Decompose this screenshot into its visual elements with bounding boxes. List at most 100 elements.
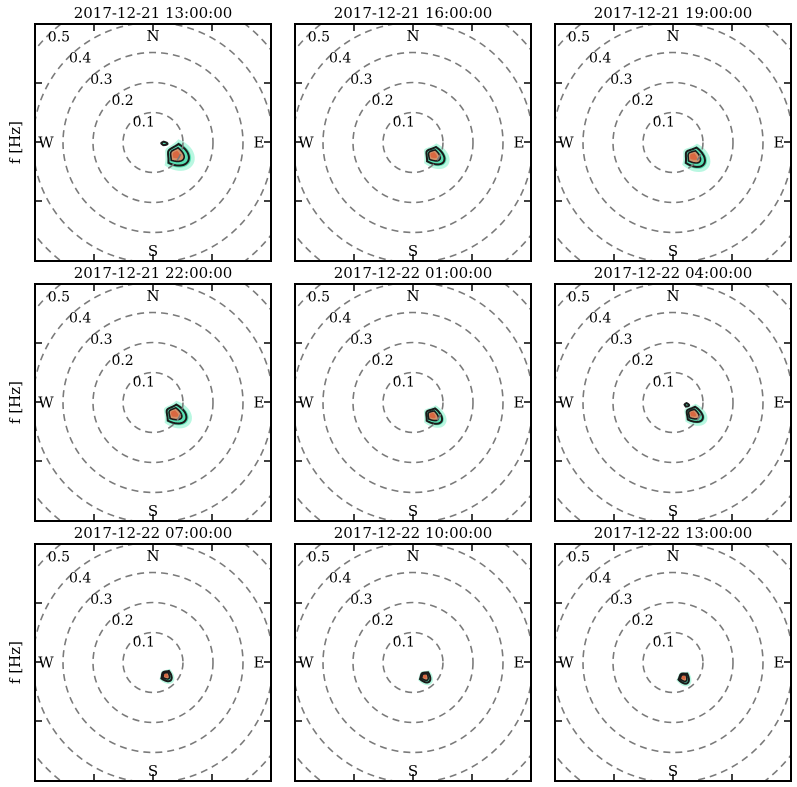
frequency-ring	[612, 81, 734, 204]
compass-west: W	[558, 134, 574, 152]
compass-west: W	[298, 134, 314, 152]
contour-line	[684, 146, 707, 168]
ring-label: 0.5	[48, 29, 70, 45]
ring-label: 0.4	[69, 311, 91, 327]
frequency-ring	[582, 51, 764, 234]
compass-east: E	[774, 134, 785, 152]
ring-label: 0.3	[350, 332, 372, 348]
compass-north: N	[146, 547, 159, 565]
compass-south: S	[408, 502, 418, 520]
frequency-ring	[122, 111, 184, 174]
energy-blob	[676, 671, 692, 687]
compass-north: N	[406, 27, 419, 45]
ring-label: 0.1	[653, 634, 675, 650]
contour-line	[169, 146, 185, 163]
panel: 2017-12-21 19:00:00 0.10.2 0.3 0.4 0.5 N S W E	[554, 4, 792, 262]
contour-line	[425, 407, 444, 425]
ring-label: 0.2	[111, 613, 133, 629]
contour-line	[685, 405, 704, 423]
energy-level-peak	[690, 153, 698, 160]
panel-title: 2017-12-22 01:00:00	[334, 264, 493, 282]
ring-label: 0.1	[133, 374, 155, 390]
panel: 2017-12-21 13:00:00 0.10.2 0.3 0.4 0.5 N S W Ef …	[6, 4, 272, 262]
ring-label: 0.2	[371, 613, 393, 629]
compass-south: S	[148, 762, 158, 780]
frequency-ring	[612, 341, 734, 464]
panel-title: 2017-12-22 07:00:00	[74, 524, 233, 542]
ring-label: 0.3	[610, 332, 632, 348]
ring-label: 0.4	[589, 51, 611, 67]
energy-blob	[424, 405, 447, 428]
compass-north: N	[406, 547, 419, 565]
plot-area: 0.10.2 0.3 0.4 0.5	[295, 24, 531, 261]
energy-blob	[684, 403, 708, 426]
frequency-ring	[322, 571, 504, 754]
plot-area: 0.10.2 0.3 0.4 0.5	[295, 544, 531, 781]
y-axis-label: f [Hz]	[6, 381, 24, 424]
ring-label: 0.4	[329, 571, 351, 587]
panel: 2017-12-21 16:00:00 0.10.2 0.3 0.4 0.5 N S W E	[294, 4, 532, 262]
ring-label: 0.2	[111, 93, 133, 109]
energy-level-peak	[171, 410, 179, 417]
plot-area: 0.10.2 0.3 0.4 0.5	[35, 284, 271, 521]
compass-west: W	[298, 654, 314, 672]
energy-level-peak	[681, 675, 686, 680]
panel-title: 2017-12-21 13:00:00	[74, 4, 233, 22]
ring-label: 0.4	[69, 571, 91, 587]
compass-east: E	[254, 654, 265, 672]
frequency-ring	[62, 571, 244, 754]
plot-area: 0.10.2 0.3 0.4 0.5	[555, 544, 791, 781]
frequency-ring	[582, 571, 764, 754]
compass-east: E	[774, 394, 785, 412]
energy-blob	[683, 402, 691, 408]
energy-level-peak	[164, 673, 168, 678]
panel-title: 2017-12-22 10:00:00	[334, 524, 493, 542]
panel: 2017-12-22 04:00:00 0.10.2 0.3 0.4 0.5 N S W E	[554, 264, 792, 522]
compass-north: N	[666, 547, 679, 565]
ring-label: 0.5	[308, 549, 330, 565]
compass-east: E	[514, 394, 525, 412]
y-axis-label: f [Hz]	[6, 641, 24, 684]
ring-label: 0.1	[133, 634, 155, 650]
contour-line	[687, 408, 700, 420]
frequency-ring	[352, 341, 474, 464]
compass-north: N	[146, 287, 159, 305]
energy-level-peak	[423, 674, 427, 679]
panel: 2017-12-21 22:00:00 0.10.2 0.3 0.4 0.5 N S W Ef …	[6, 264, 272, 522]
frequency-ring	[322, 311, 504, 494]
ring-label: 0.1	[393, 634, 415, 650]
panel-title: 2017-12-21 22:00:00	[74, 264, 233, 282]
ring-label: 0.1	[133, 114, 155, 130]
ring-label: 0.4	[329, 311, 351, 327]
compass-south: S	[668, 502, 678, 520]
frequency-ring	[122, 371, 184, 434]
ring-label: 0.5	[568, 289, 590, 305]
ring-label: 0.2	[371, 93, 393, 109]
ring-label: 0.5	[568, 549, 590, 565]
frequency-ring	[642, 371, 704, 434]
ring-label: 0.1	[393, 114, 415, 130]
compass-east: E	[514, 134, 525, 152]
ring-label: 0.2	[111, 353, 133, 369]
ring-label: 0.5	[48, 289, 70, 305]
compass-west: W	[298, 394, 314, 412]
energy-blob	[163, 400, 192, 429]
frequency-ring	[382, 371, 444, 434]
contour-line	[162, 671, 171, 680]
compass-south: S	[668, 242, 678, 260]
compass-west: W	[38, 394, 54, 412]
energy-level-peak	[430, 152, 437, 159]
frequency-ring	[92, 601, 214, 724]
compass-north: N	[666, 27, 679, 45]
frequency-ring	[352, 601, 474, 724]
compass-south: S	[408, 242, 418, 260]
ring-label: 0.2	[631, 93, 653, 109]
ring-label: 0.2	[371, 353, 393, 369]
plot-area: 0.10.2 0.3 0.4 0.5	[35, 544, 271, 781]
ring-label: 0.3	[90, 332, 112, 348]
contour-line	[677, 672, 690, 685]
contour-line	[420, 673, 429, 682]
contour-line	[687, 149, 702, 164]
contour-line	[683, 402, 691, 408]
